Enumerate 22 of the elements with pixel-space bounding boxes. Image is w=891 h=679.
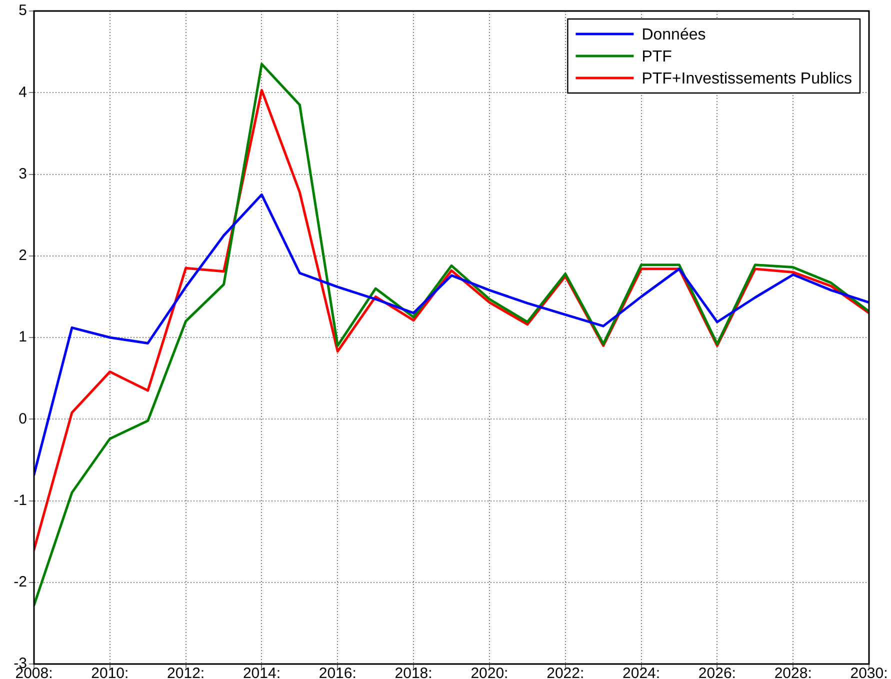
y-tick-label: -2 [14, 574, 27, 591]
x-tick-label: 2028: [774, 665, 812, 679]
y-tick-label: 0 [18, 410, 27, 428]
legend-label: PTF [642, 48, 672, 66]
x-tick-label: 2010: [91, 665, 129, 679]
legend-label: Données [642, 26, 706, 44]
x-tick-label: 2022: [546, 665, 584, 679]
x-tick-label: 2016: [318, 665, 356, 679]
y-tick-label: 5 [18, 2, 27, 20]
x-tick-label: 2018: [394, 665, 432, 679]
y-tick-label: 2 [18, 247, 27, 264]
legend-label: PTF+Investissements Publics [642, 70, 852, 88]
y-tick-label: 4 [18, 84, 27, 101]
x-tick-label: 2012: [167, 665, 205, 679]
x-tick-label: 2014: [242, 665, 280, 679]
y-tick-label: -1 [14, 492, 27, 509]
x-tick-label: 2026: [698, 665, 736, 679]
x-tick-label: 2020: [470, 665, 508, 679]
x-tick-label: 2024: [622, 665, 660, 679]
y-tick-label: 3 [18, 165, 27, 182]
x-tick-label: 2030: [850, 665, 888, 679]
y-tick-label: 1 [18, 328, 27, 346]
